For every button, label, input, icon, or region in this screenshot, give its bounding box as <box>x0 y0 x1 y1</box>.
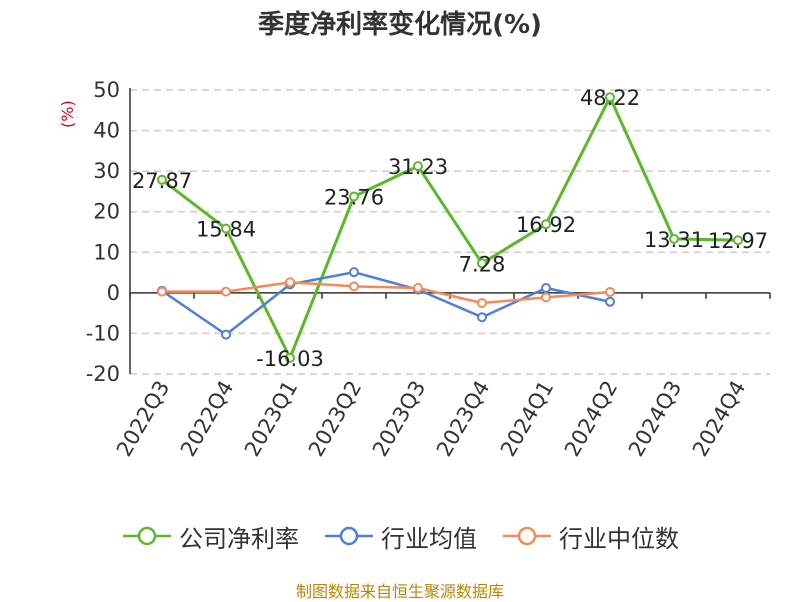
data-label: 12.97 <box>708 229 768 253</box>
series-line-1 <box>161 270 611 336</box>
data-label: 7.28 <box>459 252 506 276</box>
data-point <box>541 282 551 293</box>
data-point <box>221 286 231 297</box>
x-tick-label: 2023Q4 <box>432 377 494 461</box>
y-tick-label: 20 <box>93 200 120 224</box>
x-tick-label: 2023Q3 <box>368 377 430 461</box>
legend-label-company-net-margin: 公司净利率 <box>179 524 299 553</box>
data-label: 16.92 <box>516 213 576 237</box>
data-label: 48.22 <box>580 86 640 110</box>
x-tick-label: 2022Q4 <box>176 377 238 461</box>
y-tick-label: -20 <box>86 362 120 386</box>
x-tick-label: 2024Q2 <box>560 377 622 461</box>
series-line-2 <box>162 281 611 305</box>
legend-item-industry-median[interactable]: 行业中位数 <box>501 519 679 554</box>
x-tick-label: 2023Q1 <box>240 377 302 461</box>
data-point <box>477 298 487 308</box>
series-line-0 <box>161 95 739 360</box>
legend-swatch-company-net-margin <box>123 526 171 546</box>
data-point <box>541 219 551 230</box>
data-point <box>605 287 615 298</box>
y-tick-label: 40 <box>93 119 120 143</box>
legend-item-company-net-margin[interactable]: 公司净利率 <box>121 519 299 554</box>
data-point <box>157 286 167 297</box>
data-point <box>349 281 359 292</box>
x-tick-label: 2024Q4 <box>688 377 750 461</box>
data-point <box>669 233 679 244</box>
data-point <box>349 267 359 278</box>
data-label: 27.87 <box>132 169 192 193</box>
chart-title: 季度净利率变化情况(%) <box>258 10 542 40</box>
legend-swatch-industry-average <box>325 526 373 546</box>
legend-item-industry-average[interactable]: 行业均值 <box>323 519 477 554</box>
data-point <box>605 296 615 307</box>
y-tick-label: 10 <box>93 240 120 264</box>
y-tick-label: 30 <box>93 159 120 183</box>
data-source-note: 制图数据来自恒生聚源数据库 <box>295 582 504 601</box>
x-tick-label: 2023Q2 <box>304 377 366 461</box>
data-point <box>413 161 423 172</box>
data-label: 31.23 <box>388 155 448 179</box>
data-label: 23.76 <box>324 185 384 209</box>
data-point <box>541 292 551 303</box>
data-point <box>221 223 231 234</box>
legend-label-industry-average: 行业均值 <box>381 524 477 553</box>
y-tick-label: -10 <box>86 321 120 345</box>
x-tick-label: 2024Q3 <box>624 377 686 461</box>
data-label: 15.84 <box>196 218 256 242</box>
data-point <box>477 258 487 269</box>
legend-swatch-industry-median <box>503 526 551 546</box>
y-tick-label: 0 <box>107 281 120 305</box>
data-point <box>285 352 295 363</box>
data-point <box>221 329 231 340</box>
y-tick-label: 50 <box>93 78 120 102</box>
chart-legend: 公司净利率 行业均值 行业中位数 <box>0 518 800 554</box>
data-label: -16.03 <box>256 347 324 371</box>
legend-label-industry-median: 行业中位数 <box>559 524 679 553</box>
x-tick-label: 2024Q1 <box>496 377 558 461</box>
x-tick-label: 2022Q3 <box>112 377 174 461</box>
data-point <box>477 312 487 323</box>
data-label: 13.31 <box>644 228 704 252</box>
data-point <box>413 282 423 293</box>
data-point <box>349 191 359 202</box>
data-point <box>157 174 167 185</box>
data-point <box>733 235 743 246</box>
data-point <box>605 92 615 103</box>
data-point <box>285 277 295 288</box>
